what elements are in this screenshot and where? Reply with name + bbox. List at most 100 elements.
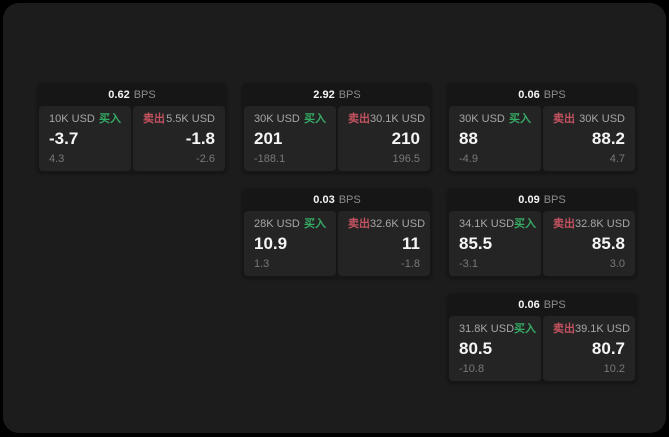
sell-panel[interactable]: 卖出 30.1K USD 210 196.5 bbox=[338, 106, 430, 171]
card-body: 28K USD 买入 10.9 1.3 卖出 32.6K USD 11 -1.8 bbox=[242, 211, 432, 278]
buy-price: 80.5 bbox=[459, 339, 493, 358]
quote-card-grid: 0.62 BPS 10K USD 买入 -3.7 4.3 卖出 bbox=[37, 83, 637, 383]
bps-value: 0.09 bbox=[518, 193, 540, 206]
quote-card[interactable]: 0.06 BPS 30K USD 买入 88 -4.9 卖出 bbox=[447, 83, 637, 173]
buy-panel[interactable]: 10K USD 买入 -3.7 4.3 bbox=[39, 106, 131, 171]
sell-panel[interactable]: 卖出 39.1K USD 80.7 10.2 bbox=[543, 316, 635, 381]
bps-value: 0.03 bbox=[313, 193, 335, 206]
buy-panel[interactable]: 34.1K USD 买入 85.5 -3.1 bbox=[449, 211, 541, 276]
buy-panel-top: 30K USD 买入 bbox=[254, 113, 326, 125]
sell-panel[interactable]: 卖出 30K USD 88.2 4.7 bbox=[543, 106, 635, 171]
card-header: 0.03 BPS bbox=[242, 188, 432, 211]
card-header: 0.62 BPS bbox=[37, 83, 227, 106]
sell-side-label: 卖出 bbox=[553, 323, 575, 335]
buy-panel[interactable]: 30K USD 买入 88 -4.9 bbox=[449, 106, 541, 171]
sell-amount: 5.5K USD bbox=[166, 113, 215, 125]
sell-amount: 39.1K USD bbox=[575, 323, 631, 335]
buy-side-label: 买入 bbox=[514, 218, 537, 230]
bps-value: 0.06 bbox=[518, 88, 540, 101]
buy-panel[interactable]: 31.8K USD 买入 80.5 -10.8 bbox=[449, 316, 541, 381]
sell-panel[interactable]: 卖出 5.5K USD -1.8 -2.6 bbox=[133, 106, 225, 171]
sell-amount: 30K USD bbox=[579, 113, 625, 125]
card-header: 0.09 BPS bbox=[447, 188, 637, 211]
sell-price: 85.8 bbox=[591, 234, 625, 253]
card-body: 30K USD 买入 201 -188.1 卖出 30.1K USD 210 1… bbox=[242, 106, 432, 173]
buy-delta: 1.3 bbox=[254, 258, 270, 270]
bps-label: BPS bbox=[543, 298, 566, 311]
buy-price: 10.9 bbox=[254, 234, 288, 253]
buy-price: 85.5 bbox=[459, 234, 493, 253]
bps-label: BPS bbox=[133, 88, 156, 101]
buy-side-label: 买入 bbox=[514, 323, 537, 335]
quote-card[interactable]: 0.06 BPS 31.8K USD 买入 80.5 -10.8 卖 bbox=[447, 293, 637, 383]
buy-panel-top: 10K USD 买入 bbox=[49, 113, 121, 125]
app-window: 0.62 BPS 10K USD 买入 -3.7 4.3 卖出 bbox=[3, 3, 666, 433]
sell-panel-top: 卖出 32.6K USD bbox=[348, 218, 425, 230]
bps-label: BPS bbox=[543, 193, 566, 206]
buy-panel[interactable]: 30K USD 买入 201 -188.1 bbox=[244, 106, 336, 171]
quote-card[interactable]: 2.92 BPS 30K USD 买入 201 -188.1 卖出 bbox=[242, 83, 432, 173]
buy-amount: 31.8K USD bbox=[459, 323, 515, 335]
sell-delta: -2.6 bbox=[196, 153, 215, 165]
buy-panel-top: 34.1K USD 买入 bbox=[459, 218, 536, 230]
card-header: 2.92 BPS bbox=[242, 83, 432, 106]
sell-panel[interactable]: 卖出 32.6K USD 11 -1.8 bbox=[338, 211, 430, 276]
buy-amount: 10K USD bbox=[49, 113, 95, 125]
sell-panel[interactable]: 卖出 32.8K USD 85.8 3.0 bbox=[543, 211, 635, 276]
buy-side-label: 买入 bbox=[509, 113, 531, 125]
sell-panel-top: 卖出 32.8K USD bbox=[553, 218, 630, 230]
card-body: 10K USD 买入 -3.7 4.3 卖出 5.5K USD -1.8 -2.… bbox=[37, 106, 227, 173]
sell-delta: 196.5 bbox=[392, 153, 420, 165]
buy-price: 201 bbox=[254, 129, 283, 148]
buy-amount: 30K USD bbox=[459, 113, 505, 125]
sell-panel-top: 卖出 39.1K USD bbox=[553, 323, 630, 335]
card-header: 0.06 BPS bbox=[447, 83, 637, 106]
sell-panel-top: 卖出 5.5K USD bbox=[143, 113, 215, 125]
sell-amount: 30.1K USD bbox=[370, 113, 426, 125]
sell-delta: 10.2 bbox=[603, 363, 625, 375]
sell-side-label: 卖出 bbox=[348, 218, 370, 230]
quote-card[interactable]: 0.62 BPS 10K USD 买入 -3.7 4.3 卖出 bbox=[37, 83, 227, 173]
buy-amount: 34.1K USD bbox=[459, 218, 515, 230]
bps-label: BPS bbox=[338, 193, 361, 206]
buy-amount: 28K USD bbox=[254, 218, 300, 230]
sell-amount: 32.6K USD bbox=[370, 218, 426, 230]
buy-delta: -3.1 bbox=[459, 258, 478, 270]
sell-price: 11 bbox=[402, 234, 420, 253]
sell-price: -1.8 bbox=[185, 129, 215, 148]
card-body: 30K USD 买入 88 -4.9 卖出 30K USD 88.2 4.7 bbox=[447, 106, 637, 173]
sell-panel-top: 卖出 30K USD bbox=[553, 113, 625, 125]
sell-side-label: 卖出 bbox=[143, 113, 165, 125]
buy-price: -3.7 bbox=[49, 129, 79, 148]
sell-delta: 4.7 bbox=[609, 153, 625, 165]
quote-card[interactable]: 0.09 BPS 34.1K USD 买入 85.5 -3.1 卖出 bbox=[447, 188, 637, 278]
bps-label: BPS bbox=[338, 88, 361, 101]
sell-side-label: 卖出 bbox=[553, 218, 575, 230]
buy-amount: 30K USD bbox=[254, 113, 300, 125]
buy-delta: -4.9 bbox=[459, 153, 478, 165]
buy-panel-top: 28K USD 买入 bbox=[254, 218, 326, 230]
buy-side-label: 买入 bbox=[304, 218, 326, 230]
buy-delta: 4.3 bbox=[49, 153, 65, 165]
sell-panel-top: 卖出 30.1K USD bbox=[348, 113, 425, 125]
sell-amount: 32.8K USD bbox=[575, 218, 631, 230]
sell-price: 80.7 bbox=[591, 339, 625, 358]
bps-value: 0.06 bbox=[518, 298, 540, 311]
buy-delta: -188.1 bbox=[254, 153, 286, 165]
bps-value: 0.62 bbox=[108, 88, 130, 101]
bps-value: 2.92 bbox=[313, 88, 335, 101]
sell-price: 210 bbox=[391, 129, 420, 148]
sell-side-label: 卖出 bbox=[348, 113, 370, 125]
bps-label: BPS bbox=[543, 88, 566, 101]
buy-side-label: 买入 bbox=[304, 113, 326, 125]
buy-panel-top: 31.8K USD 买入 bbox=[459, 323, 536, 335]
sell-price: 88.2 bbox=[591, 129, 625, 148]
quote-card[interactable]: 0.03 BPS 28K USD 买入 10.9 1.3 卖出 bbox=[242, 188, 432, 278]
sell-delta: -1.8 bbox=[401, 258, 420, 270]
buy-panel[interactable]: 28K USD 买入 10.9 1.3 bbox=[244, 211, 336, 276]
card-body: 31.8K USD 买入 80.5 -10.8 卖出 39.1K USD 80.… bbox=[447, 316, 637, 383]
buy-side-label: 买入 bbox=[99, 113, 121, 125]
sell-delta: 3.0 bbox=[609, 258, 625, 270]
sell-side-label: 卖出 bbox=[553, 113, 575, 125]
